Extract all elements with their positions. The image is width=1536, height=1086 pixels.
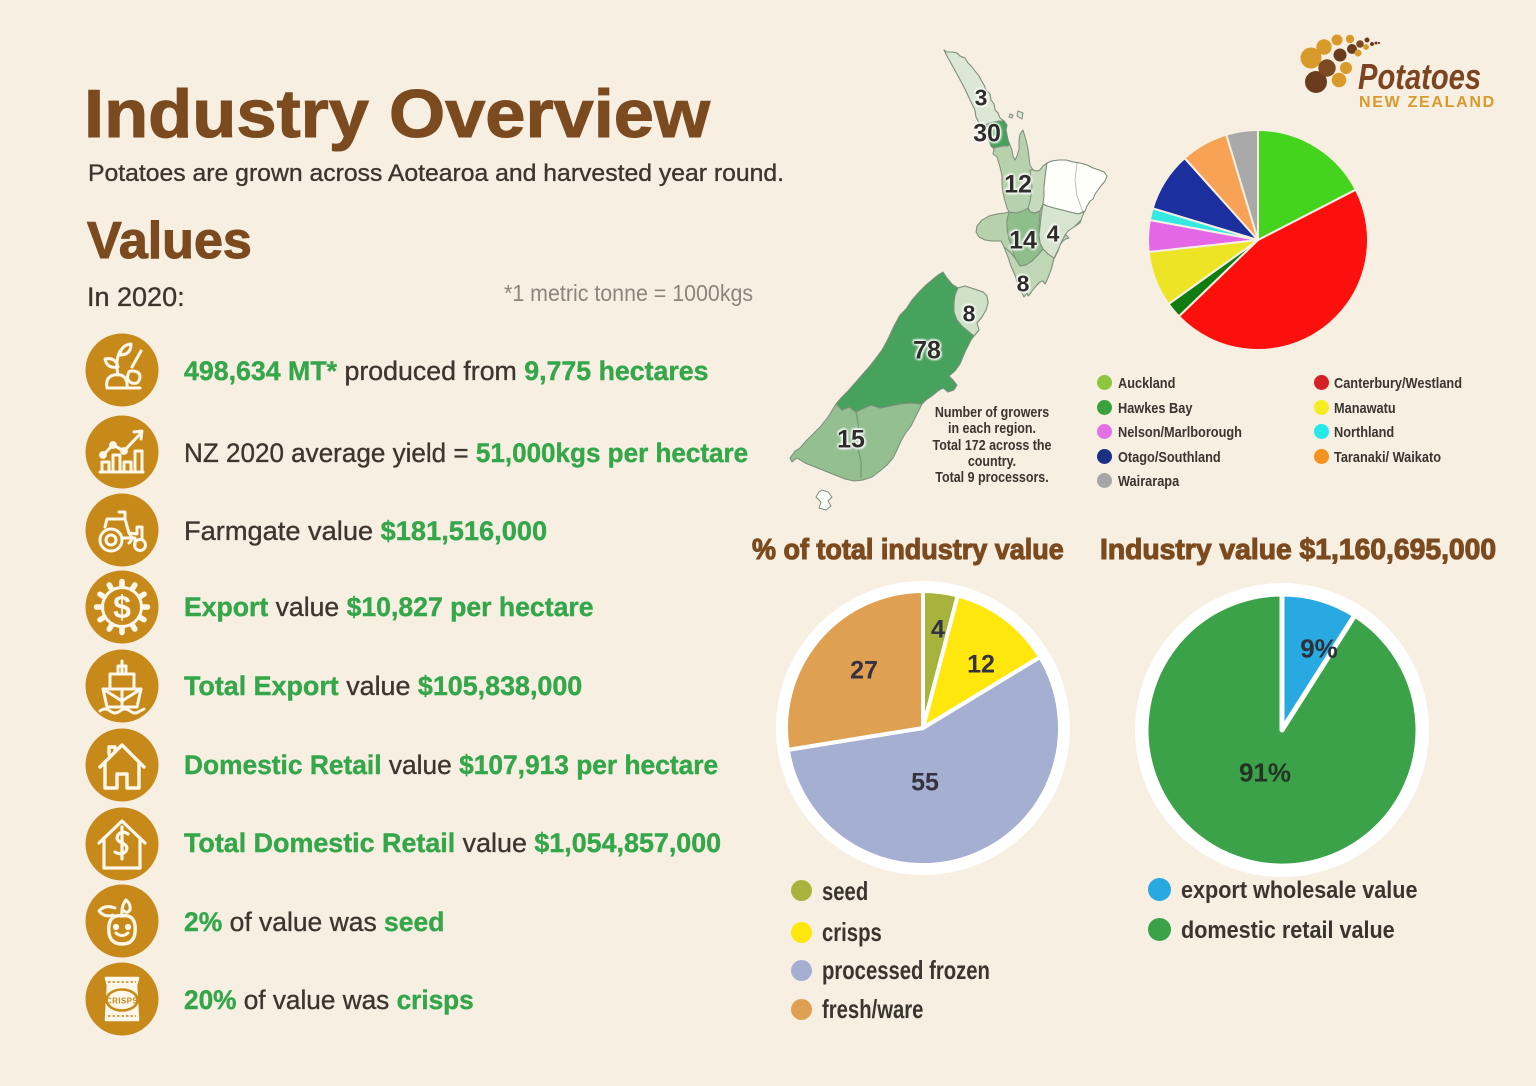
svg-text:NEW ZEALAND: NEW ZEALAND [1359, 94, 1496, 111]
svg-text:Potatoes: Potatoes [1358, 56, 1481, 97]
svg-text:CRISPS: CRISPS [106, 997, 138, 1006]
svg-text:$: $ [113, 589, 131, 625]
